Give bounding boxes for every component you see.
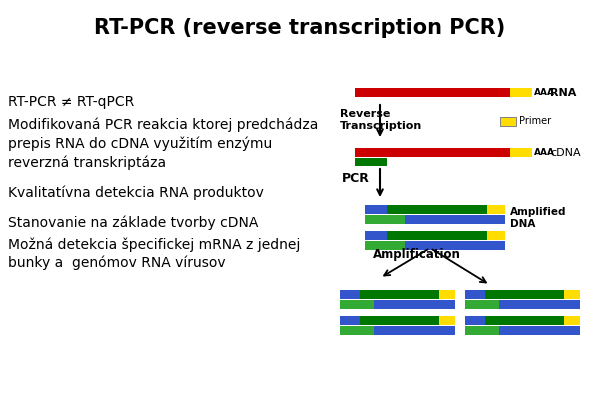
Text: Primer: Primer xyxy=(519,116,551,126)
Bar xyxy=(340,290,360,299)
Bar xyxy=(340,290,455,299)
Bar xyxy=(465,290,485,299)
Bar xyxy=(439,316,455,325)
Text: RT-PCR ≠ RT-qPCR: RT-PCR ≠ RT-qPCR xyxy=(8,95,134,109)
Bar xyxy=(465,326,580,335)
Bar xyxy=(340,300,374,309)
Bar xyxy=(355,158,387,166)
Bar xyxy=(465,316,580,325)
Bar xyxy=(487,205,505,214)
Bar xyxy=(340,326,374,335)
Bar xyxy=(340,300,455,309)
Text: AAA: AAA xyxy=(534,88,555,97)
Bar xyxy=(365,215,505,224)
Bar xyxy=(340,316,455,325)
Bar xyxy=(355,88,510,97)
Text: Stanovanie na základe tvorby cDNA: Stanovanie na základe tvorby cDNA xyxy=(8,215,259,230)
Bar xyxy=(365,241,405,250)
Bar xyxy=(465,300,499,309)
Text: RT-PCR (reverse transcription PCR): RT-PCR (reverse transcription PCR) xyxy=(94,18,506,38)
Bar xyxy=(439,290,455,299)
Bar xyxy=(365,205,387,214)
Bar xyxy=(465,300,580,309)
Text: Reverse
Transcription: Reverse Transcription xyxy=(340,109,422,131)
Text: Amplified
DNA: Amplified DNA xyxy=(510,207,566,230)
Text: AAA: AAA xyxy=(534,148,555,157)
Bar xyxy=(564,290,580,299)
Bar xyxy=(340,316,360,325)
Bar xyxy=(564,316,580,325)
Bar xyxy=(465,326,499,335)
Text: Modifikovaná PCR reakcia ktorej predchádza
prepis RNA do cDNA využitím enzýmu
re: Modifikovaná PCR reakcia ktorej predchád… xyxy=(8,118,319,170)
Bar xyxy=(465,316,485,325)
Bar xyxy=(365,231,505,240)
Text: RNA: RNA xyxy=(550,88,577,98)
Bar xyxy=(487,231,505,240)
Text: PCR: PCR xyxy=(342,172,370,185)
Text: Amplification: Amplification xyxy=(373,248,461,261)
Bar xyxy=(365,205,505,214)
Bar xyxy=(365,231,387,240)
Bar xyxy=(465,290,580,299)
Bar xyxy=(355,148,510,157)
Bar xyxy=(510,148,532,157)
Bar xyxy=(510,88,532,97)
Text: Kvalitatívna detekcia RNA produktov: Kvalitatívna detekcia RNA produktov xyxy=(8,185,264,200)
Bar xyxy=(365,241,505,250)
Bar xyxy=(365,215,405,224)
Bar xyxy=(500,117,516,126)
Bar xyxy=(340,326,455,335)
Text: cDNA: cDNA xyxy=(550,148,581,158)
Text: Možná detekcia špecifickej mRNA z jednej
bunky a  genómov RNA vírusov: Možná detekcia špecifickej mRNA z jednej… xyxy=(8,237,301,270)
